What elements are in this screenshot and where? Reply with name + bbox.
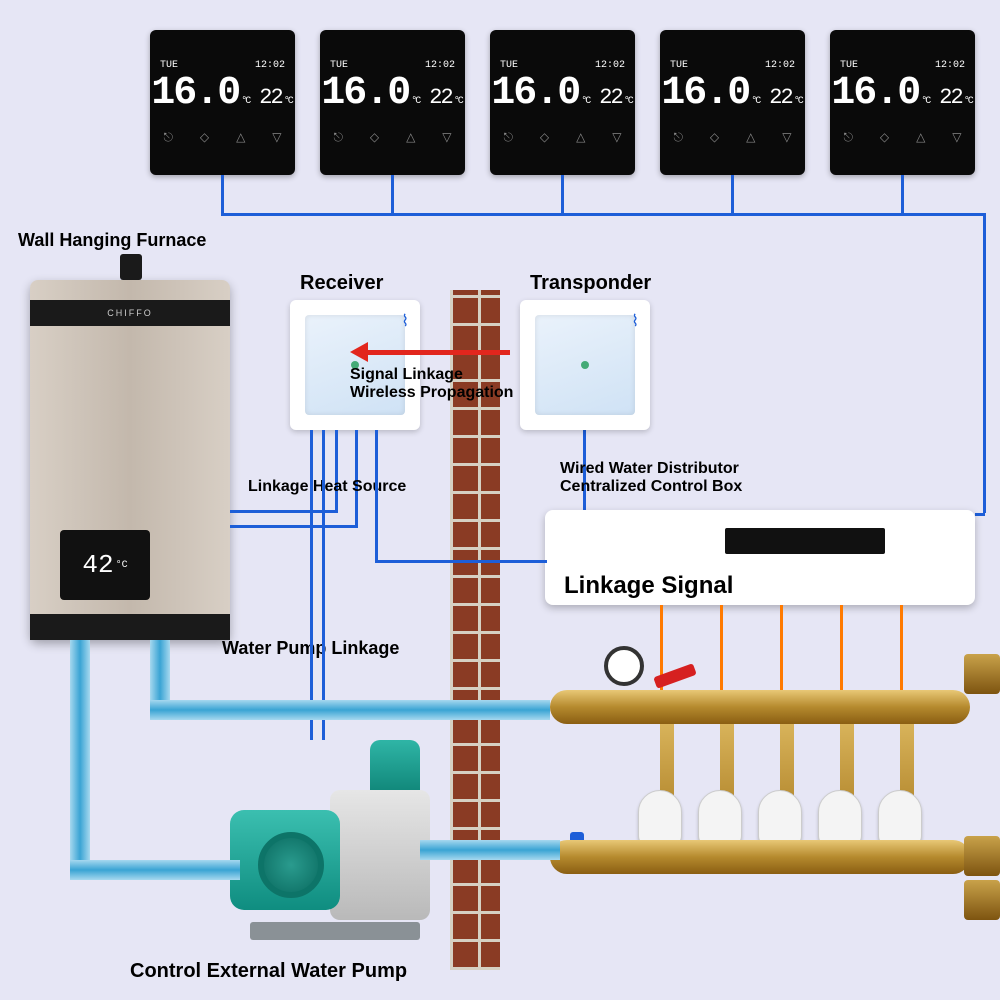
furnace-label: Wall Hanging Furnace (18, 230, 206, 251)
transponder-module: ⌇ (520, 300, 650, 430)
manifold (530, 640, 980, 920)
water-pipe (420, 840, 560, 860)
wall-furnace: CHIFFO 42°C (30, 280, 230, 640)
distributor-label-2: Centralized Control Box (560, 478, 742, 496)
manifold-supply-bar (550, 690, 970, 724)
signal-line (561, 175, 564, 215)
signal-line (731, 175, 734, 215)
pump-control-label: Control External Water Pump (130, 960, 407, 983)
signal-line (322, 430, 325, 740)
signal-line (310, 430, 313, 740)
signal-linkage-label-1: Signal Linkage (350, 366, 463, 384)
thermo-time: 12:02 (255, 60, 285, 71)
transponder-label: Transponder (530, 272, 651, 295)
signal-line (375, 560, 547, 563)
receiver-module: ⌇ (290, 300, 420, 430)
thermostat-4: TUE12:02 16.0°C22°C ⎋◇△▽ (660, 30, 805, 175)
thermo-main: 16.0 (151, 71, 239, 116)
red-valve-handle (653, 663, 697, 689)
signal-line (230, 525, 358, 528)
actuator (878, 790, 922, 846)
water-pipe (70, 860, 240, 880)
water-pipe (150, 700, 550, 720)
signal-linkage-label-2: Wireless Propagation (350, 384, 513, 402)
distributor-label-1: Wired Water Distributor (560, 460, 739, 478)
manifold-return-bar (550, 840, 970, 874)
actuator (758, 790, 802, 846)
heat-source-label: Linkage Heat Source (248, 478, 406, 496)
signal-line (391, 175, 394, 215)
signal-line (901, 175, 904, 215)
signal-line (335, 430, 338, 510)
signal-line (221, 175, 224, 215)
actuator (638, 790, 682, 846)
actuator (698, 790, 742, 846)
furnace-display: 42°C (60, 530, 150, 600)
actuator (818, 790, 862, 846)
thermo-day: TUE (160, 60, 178, 71)
pump-motor (230, 810, 340, 910)
thermostat-2: TUE12:02 16.0°C22°C ⎋◇△▽ (320, 30, 465, 175)
thermostat-1: TUE12:02 16.0°C22°C ⎋◇△▽ (150, 30, 295, 175)
thermo-set: 22 (259, 85, 281, 110)
wifi-icon: ⌇ (401, 311, 409, 331)
thermostat-3: TUE12:02 16.0°C22°C ⎋◇△▽ (490, 30, 635, 175)
signal-line (355, 510, 358, 528)
receiver-label: Receiver (300, 272, 383, 295)
water-pump (230, 740, 440, 940)
signal-line (375, 430, 378, 560)
wifi-icon: ⌇ (631, 311, 639, 331)
linkage-signal-label: Linkage Signal (560, 570, 737, 602)
furnace-brand: CHIFFO (30, 300, 230, 326)
water-pipe (70, 640, 90, 860)
signal-line (975, 513, 985, 516)
thermostat-5: TUE12:02 16.0°C22°C ⎋◇△▽ (830, 30, 975, 175)
signal-line (355, 430, 358, 510)
signal-bus (221, 213, 986, 216)
pressure-gauge-icon (604, 646, 644, 686)
signal-line (983, 213, 986, 513)
